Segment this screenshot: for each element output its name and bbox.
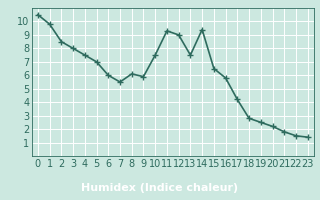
Text: Humidex (Indice chaleur): Humidex (Indice chaleur) — [81, 183, 239, 193]
